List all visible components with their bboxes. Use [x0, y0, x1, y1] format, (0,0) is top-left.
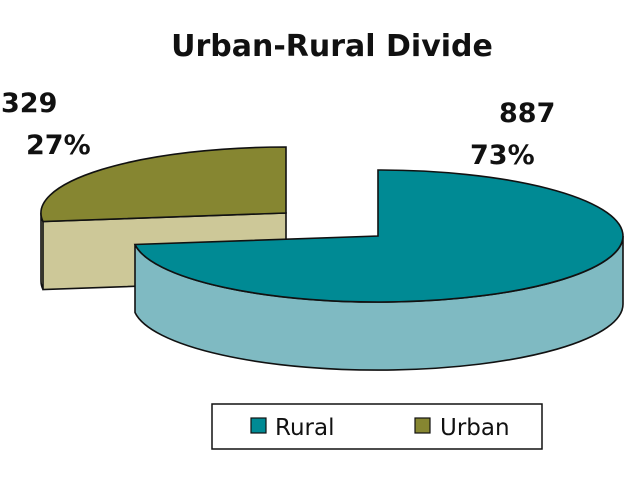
slice-rural — [133, 169, 624, 371]
legend-label-rural: Rural — [275, 415, 334, 441]
legend-label-urban: Urban — [440, 415, 510, 441]
legend-swatch-rural — [250, 417, 267, 434]
slice-urban-top — [40, 146, 287, 223]
slice-rural-top — [133, 169, 624, 303]
data-label-rural-percent: 73% — [470, 140, 535, 171]
legend: Rural Urban — [211, 403, 543, 450]
chart-title: Urban-Rural Divide — [171, 29, 493, 64]
data-label-urban-percent: 27% — [26, 130, 91, 161]
data-label-rural-value: 887 — [499, 98, 555, 129]
legend-swatch-urban — [414, 417, 431, 434]
data-label-urban-value: 329 — [1, 88, 57, 119]
legend-box — [211, 403, 543, 450]
